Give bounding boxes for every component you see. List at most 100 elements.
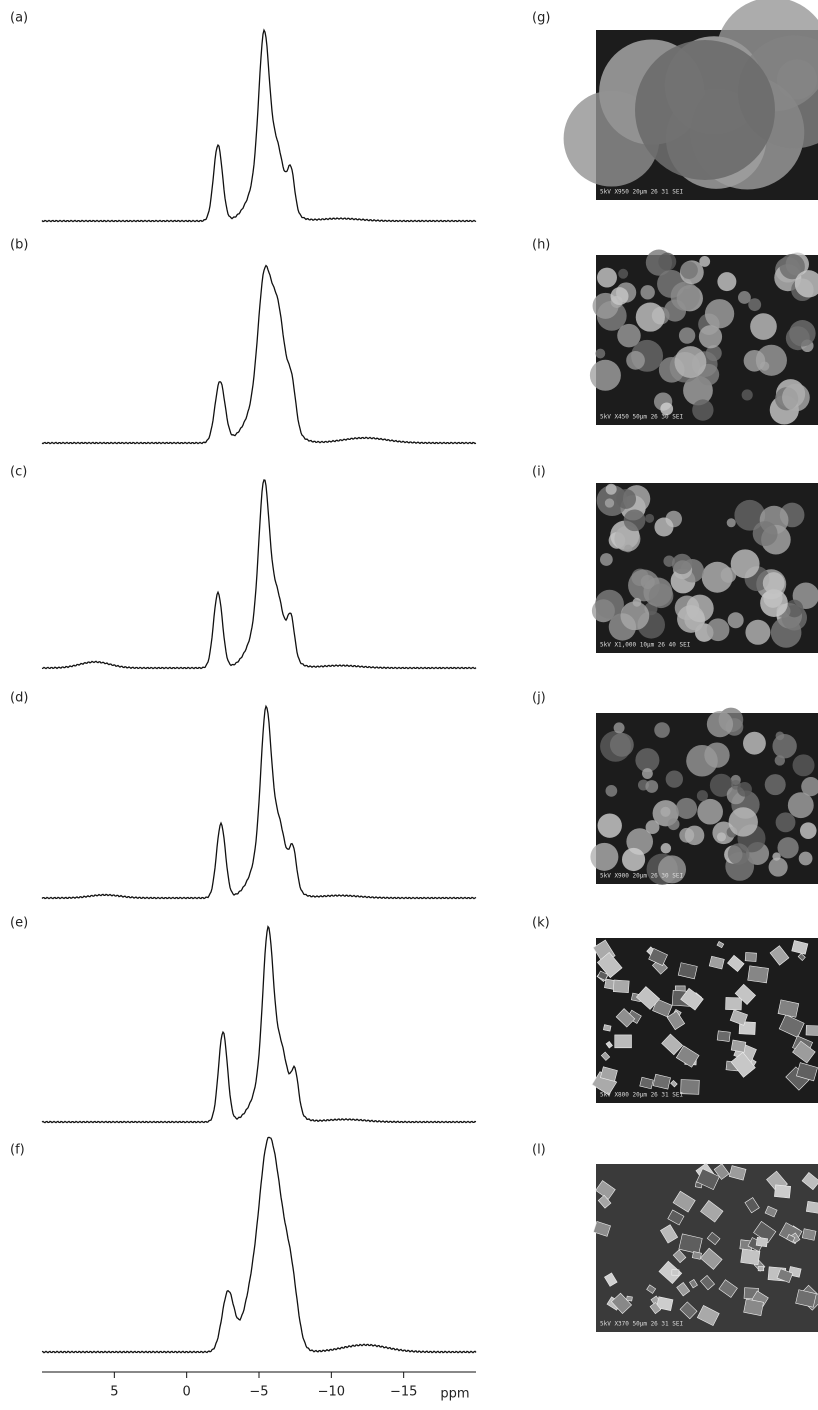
image-caption: 5kV X800 20µm 26 31 SEI [600, 1092, 683, 1099]
particle [692, 399, 714, 421]
particle [658, 1260, 683, 1285]
particle [743, 1298, 764, 1316]
particle [801, 1172, 818, 1191]
particle [672, 1249, 687, 1264]
particle [641, 768, 653, 779]
particle [755, 344, 787, 376]
particle [716, 1030, 731, 1042]
particle [660, 843, 672, 854]
particle [699, 1274, 716, 1291]
particle [787, 792, 814, 819]
particle [635, 986, 661, 1010]
particle [597, 813, 622, 838]
tick-label: −5 [249, 1385, 268, 1400]
particle [720, 567, 737, 583]
tick-label: −15 [390, 1385, 417, 1400]
particle [674, 346, 707, 378]
particle [778, 1014, 805, 1038]
particle [730, 1051, 756, 1078]
particle [696, 1305, 720, 1327]
particle [699, 1247, 723, 1270]
particle [752, 521, 778, 547]
sem-image: 5kV X900 20µm 26 30 SEI [590, 707, 818, 885]
particle [737, 782, 752, 797]
particle [744, 1197, 760, 1214]
particle [599, 553, 613, 566]
particle [675, 1045, 700, 1068]
particle [646, 1284, 657, 1294]
particle [616, 489, 637, 509]
particle [660, 1224, 679, 1244]
image-label: (l) [532, 1143, 546, 1158]
particle [727, 612, 744, 629]
image-caption: 5kV X900 20µm 26 30 SEI [600, 873, 683, 880]
particle [727, 843, 750, 865]
image-label: (i) [532, 465, 546, 480]
particle [789, 320, 816, 347]
particle [680, 261, 698, 279]
particle [609, 732, 634, 757]
particle [614, 1034, 632, 1049]
particle [734, 983, 757, 1005]
particle [794, 270, 818, 298]
particle [623, 509, 646, 532]
particle [792, 1040, 816, 1064]
particle [743, 731, 766, 755]
particle [679, 1301, 698, 1320]
particle [652, 1073, 671, 1090]
particle [656, 1296, 674, 1311]
particle [648, 947, 668, 966]
particle [706, 618, 730, 642]
particle [709, 773, 733, 797]
panel-label: (f) [10, 1143, 25, 1158]
particle [706, 1231, 721, 1246]
particle [696, 1168, 720, 1191]
particle [621, 847, 646, 872]
particle [686, 594, 714, 623]
sem-image: 5kV X450 50µm 26 30 SEI [589, 249, 818, 425]
particle [706, 710, 734, 738]
particle [728, 1165, 747, 1181]
particle [698, 325, 723, 349]
particle [612, 979, 630, 993]
particle [772, 734, 797, 759]
particle [740, 1248, 761, 1266]
particle [748, 298, 762, 312]
particle [626, 1295, 633, 1302]
particle [640, 285, 655, 300]
particle [680, 987, 704, 1011]
particle [764, 1205, 778, 1218]
particle [654, 517, 674, 537]
particle [716, 832, 727, 842]
spectrum [41, 28, 477, 223]
panel-label: (d) [10, 691, 28, 706]
spectrum [41, 479, 477, 670]
particle [777, 999, 800, 1018]
particle [760, 589, 788, 617]
particle [660, 402, 674, 416]
particle [772, 852, 781, 861]
particle [770, 617, 802, 648]
particle [708, 955, 725, 970]
particle [718, 1279, 738, 1298]
particle [805, 1025, 818, 1036]
image-caption: 5kV X370 50µm 26 31 SEI [600, 1321, 683, 1328]
particle [791, 940, 809, 955]
particle [730, 1039, 747, 1053]
particle [730, 549, 760, 579]
particle [610, 287, 629, 306]
particle [801, 1228, 817, 1241]
panel-label: (b) [10, 238, 28, 253]
particle [757, 1266, 765, 1272]
particle [728, 807, 758, 837]
particle [667, 1209, 685, 1226]
particle [677, 962, 698, 980]
particle [768, 857, 788, 877]
particle [764, 774, 786, 796]
particle [776, 1268, 794, 1284]
spectrum [41, 1136, 477, 1354]
particle [605, 1040, 613, 1049]
image-label: (g) [532, 11, 550, 26]
axis-label: ppm [440, 1387, 469, 1402]
